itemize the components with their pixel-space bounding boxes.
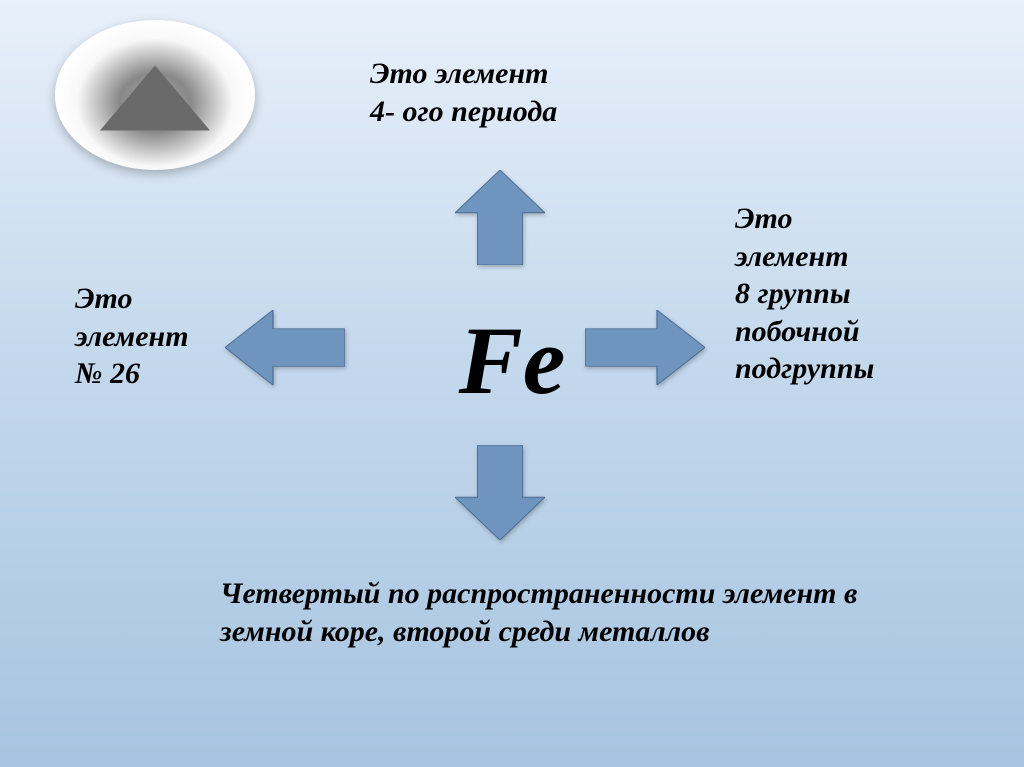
arrow-left-icon [225,310,345,385]
label-right: Этоэлемент8 группыпобочнойподгруппы [735,200,1015,388]
label-top: Это элемент4- ого периода [370,55,770,130]
arrow-up-icon [455,170,545,265]
label-bottom: Четвертый по распространенности элемент … [220,575,860,650]
element-symbol: Fe [459,305,566,416]
arrow-right-icon [585,310,705,385]
slide: Это элемент4- ого периода Этоэлемент № 2… [0,0,1024,767]
arrow-down-icon [455,445,545,540]
iron-sample-photo [55,20,255,170]
